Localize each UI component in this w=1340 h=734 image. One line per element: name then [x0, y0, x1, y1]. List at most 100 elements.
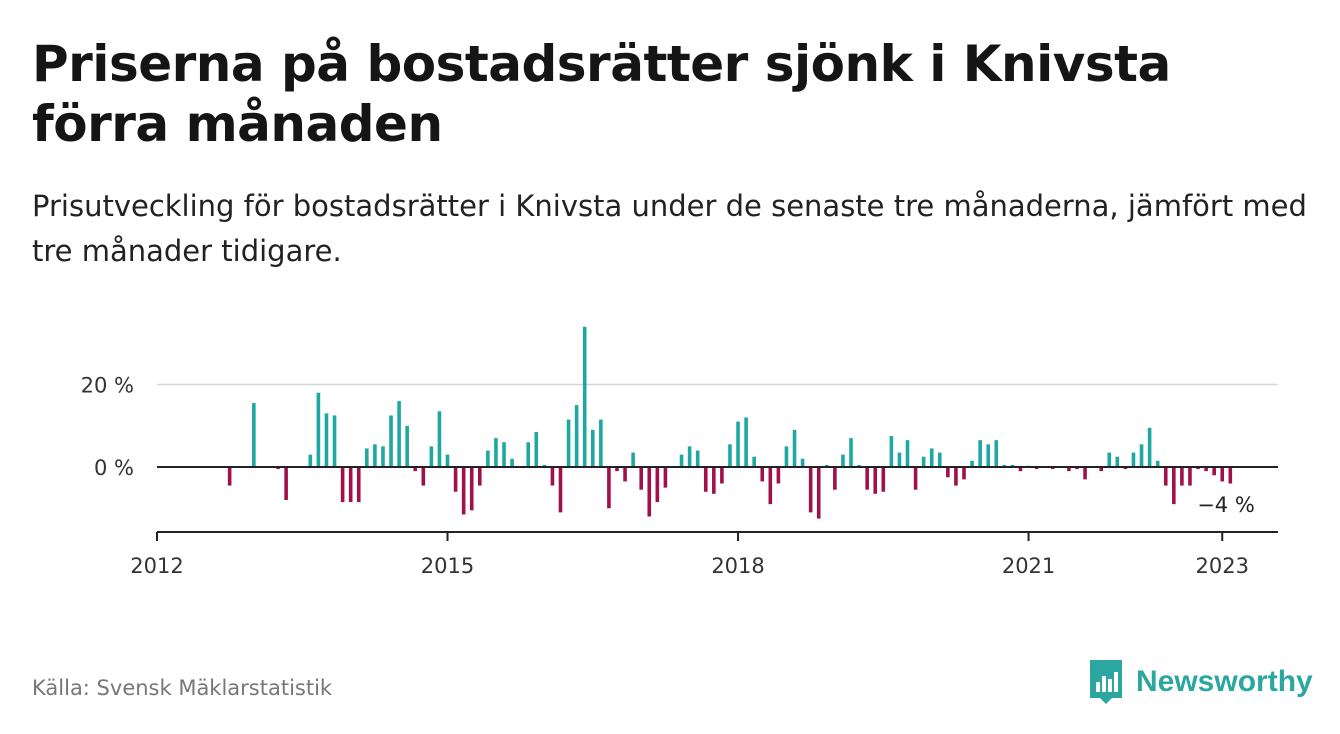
y-axis-ticks: 0 % 20 % [81, 374, 134, 481]
brand-logo: Newsworthy [1088, 658, 1313, 706]
bar [631, 452, 635, 467]
bar [461, 467, 466, 515]
x-tick-label: 2012 [130, 554, 183, 578]
bar [1188, 467, 1192, 486]
bar [736, 421, 740, 467]
bar [534, 431, 539, 467]
bar [1147, 427, 1152, 467]
bar [623, 467, 627, 482]
bar [760, 467, 765, 482]
bar [445, 454, 450, 467]
bar [1155, 460, 1160, 467]
bar [841, 454, 845, 467]
bar [1139, 444, 1144, 467]
bar [792, 429, 797, 467]
bar [590, 429, 595, 467]
bar [986, 444, 991, 467]
bar [1034, 467, 1039, 470]
bar [962, 467, 966, 480]
bar [413, 467, 418, 472]
bar [340, 467, 345, 503]
bar [324, 413, 329, 467]
bar [728, 444, 732, 467]
bar [510, 458, 514, 467]
bar [833, 467, 837, 490]
bar [994, 440, 999, 467]
bar [502, 442, 506, 467]
bar [332, 415, 337, 467]
bar [712, 467, 716, 494]
bar [647, 467, 652, 517]
bar [720, 467, 724, 484]
bar [574, 405, 579, 467]
brand-name: Newsworthy [1136, 665, 1313, 698]
bar [1075, 467, 1079, 470]
bar [655, 467, 660, 503]
bar [752, 456, 756, 467]
bar [1163, 467, 1168, 486]
bar [1050, 467, 1055, 470]
bar [558, 467, 563, 513]
bar [1067, 467, 1071, 472]
bar [978, 440, 982, 467]
bar [913, 467, 918, 490]
bar [478, 467, 482, 486]
bars [227, 326, 1233, 519]
x-tick-label: 2023 [1196, 554, 1249, 578]
bar [768, 467, 773, 505]
bar [1204, 467, 1208, 472]
bar [663, 467, 668, 488]
newsworthy-logo-icon [1090, 660, 1122, 704]
bar [921, 456, 926, 467]
x-axis-ticks: 2012 2015 2018 2021 2023 [130, 532, 1249, 578]
bar [1196, 467, 1200, 470]
y-tick-label: 0 % [94, 456, 134, 480]
bar [1002, 464, 1007, 467]
bar [825, 464, 829, 467]
bar [599, 419, 603, 467]
bar [687, 446, 692, 467]
bar [308, 454, 313, 467]
source-note: Källa: Svensk Mäklarstatistik [32, 676, 333, 700]
axes [157, 466, 1278, 533]
bar [695, 450, 700, 467]
bar [582, 326, 587, 467]
bar [849, 438, 853, 467]
bar [526, 442, 531, 467]
bar [356, 467, 361, 503]
chart-title: Priserna på bostadsrätter sjönk i Knivst… [32, 35, 1171, 153]
bar [639, 467, 643, 490]
x-tick-label: 2015 [421, 554, 474, 578]
bar [453, 467, 458, 492]
bar [437, 411, 442, 467]
bar [954, 467, 958, 486]
bar [857, 464, 861, 467]
last-value-label: −4 % [1197, 493, 1255, 517]
bar [816, 467, 821, 519]
bar [679, 454, 684, 467]
y-tick-label: 20 % [81, 374, 134, 398]
chart-subtitle: Prisutveckling för bostadsrätter i Knivs… [32, 189, 1307, 268]
bar [1131, 452, 1136, 467]
bar [389, 415, 393, 467]
bar [881, 467, 886, 492]
bar [405, 425, 409, 467]
bar [800, 458, 805, 467]
bar [905, 440, 910, 467]
bar [1083, 467, 1087, 480]
bar [897, 452, 902, 467]
bar [1018, 467, 1023, 472]
bar [381, 446, 385, 467]
x-tick-label: 2021 [1002, 554, 1055, 578]
bar [227, 467, 232, 486]
bar [970, 460, 974, 467]
bar [889, 436, 894, 467]
bar [429, 446, 434, 467]
bar [276, 467, 280, 470]
bar-chart: 0 % 20 % 2012 2015 2018 2021 2023 −4 % [81, 326, 1278, 578]
bar [776, 467, 781, 484]
bar [365, 448, 369, 467]
bar [566, 419, 571, 467]
bar [873, 467, 878, 494]
bar [607, 467, 611, 509]
